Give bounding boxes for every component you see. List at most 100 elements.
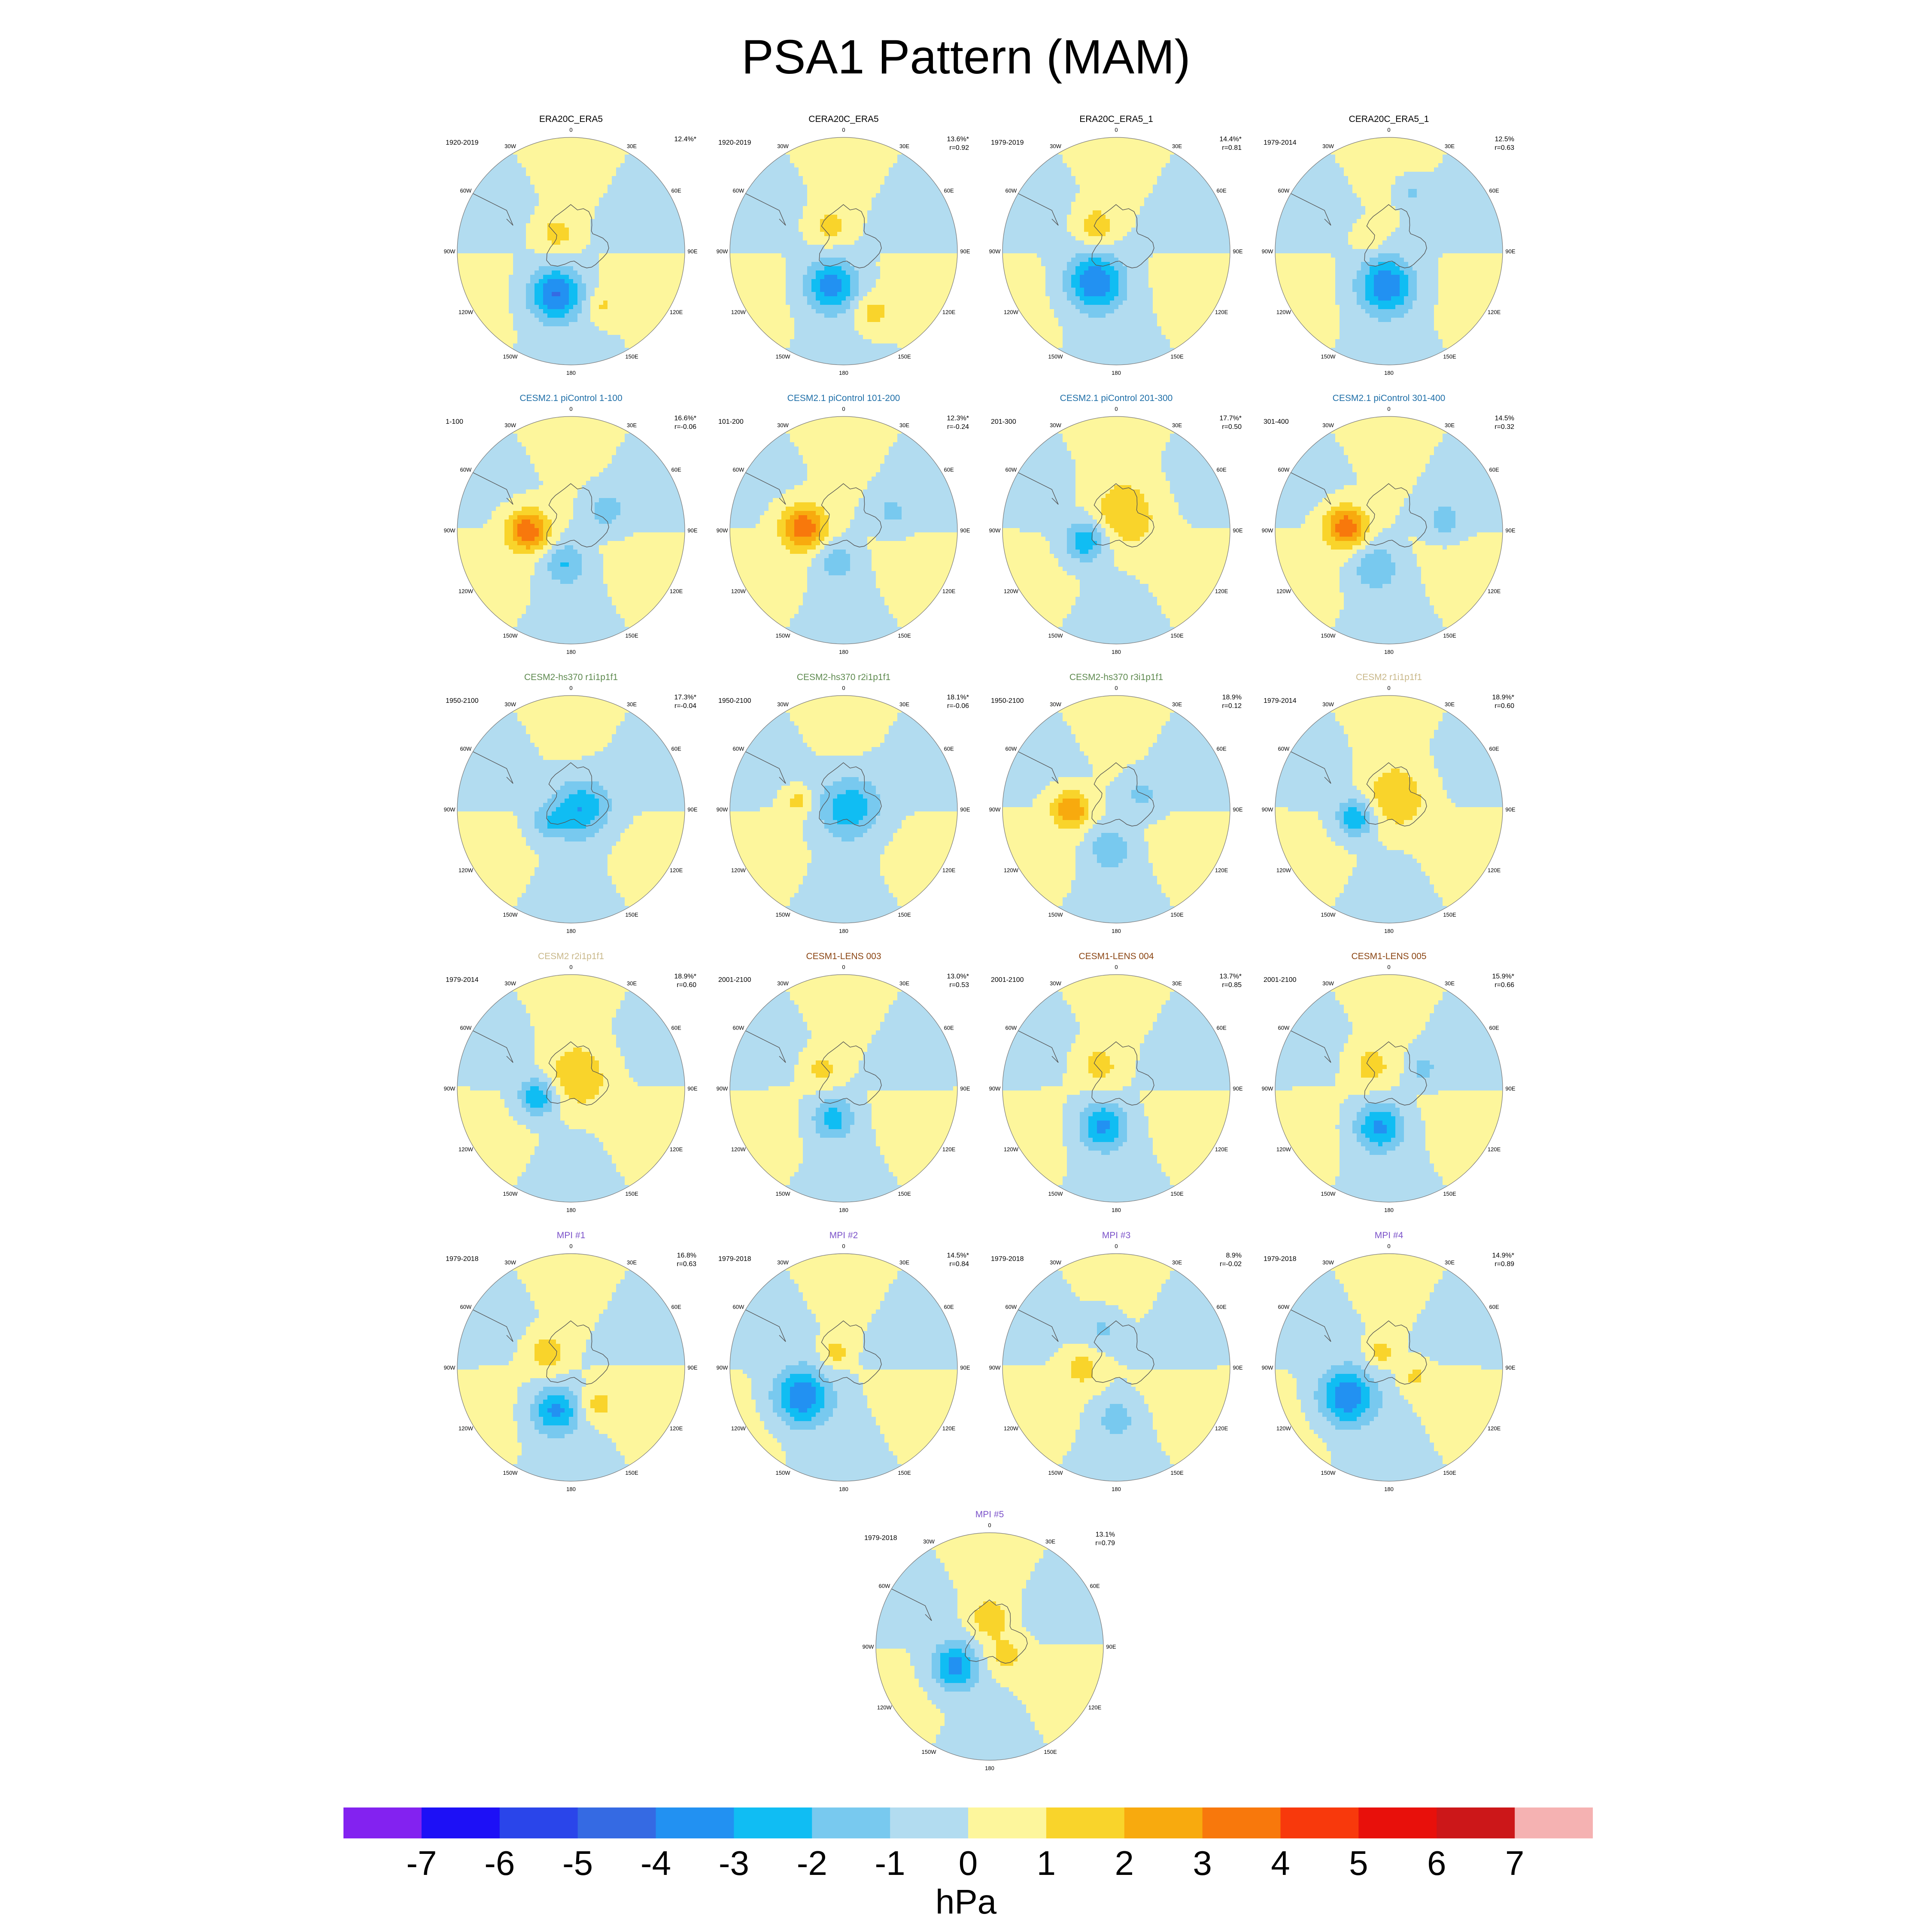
longitude-label: 120E [1215, 867, 1228, 874]
longitude-label: 60E [671, 746, 681, 752]
panel-title: ERA20C_ERA5 [438, 114, 704, 125]
longitude-label: 30W [504, 701, 516, 708]
map-panel: CESM2-hs370 r1i1p1f1 0 30E 60E 90E 120E 150E 18… [438, 672, 704, 947]
longitude-label: 60W [460, 1304, 472, 1310]
map-boundary [875, 1532, 1104, 1761]
panel-variance-explained: 12.5% [1495, 135, 1514, 144]
longitude-label: 30W [504, 422, 516, 428]
longitude-label: 90W [717, 248, 728, 255]
longitude-label: 60E [1217, 1304, 1227, 1310]
longitude-label: 0 [1115, 964, 1118, 970]
south-america-coastline [1277, 744, 1331, 784]
polar-map: 0 30E 60E 90E 120E 150E 180 150W 120W 90W 60W 30W [1262, 964, 1516, 1213]
panel-period: 1950-2100 [991, 697, 1024, 705]
longitude-label: 0 [1387, 406, 1390, 412]
longitude-label: 150W [776, 1191, 791, 1197]
longitude-label: 60E [944, 188, 954, 194]
polar-map: 0 30E 60E 90E 120E 150E 180 150W 120W 90W 60W 30W [989, 964, 1243, 1213]
longitude-label: 120E [942, 1146, 956, 1153]
panel-correlation: r=0.53 [949, 981, 969, 990]
polar-map: 0 30E 60E 90E 120E 150E 180 150W 120W 90W 60W 30W [717, 1243, 970, 1492]
longitude-label: 90W [1262, 1364, 1273, 1371]
longitude-label: 180 [1112, 928, 1121, 934]
map-panel: MPI #4 0 30E 60E 90E 120E 150E 180 150W 120W 90W 60… [1256, 1230, 1522, 1505]
longitude-label: 90E [1233, 1085, 1242, 1092]
map-panel: MPI #3 0 30E 60E 90E 120E 150E 180 150W 120W 90W 60… [983, 1230, 1249, 1505]
panel-period: 1979-2014 [446, 976, 479, 984]
longitude-label: 90E [1505, 527, 1515, 534]
panel-correlation: r=-0.06 [947, 702, 969, 711]
antarctica-coastline [1091, 1041, 1154, 1106]
polar-map: 0 30E 60E 90E 120E 150E 180 150W 120W 90W 60W 30W [717, 685, 970, 934]
colorbar-tick-label: -2 [797, 1842, 827, 1885]
colorbar-swatch [734, 1807, 812, 1838]
longitude-label: 120E [1488, 867, 1501, 874]
longitude-label: 30W [1050, 980, 1061, 987]
antarctica-coastline [1091, 1320, 1154, 1385]
longitude-label: 0 [1115, 406, 1118, 412]
longitude-label: 60E [1217, 188, 1227, 194]
panel-period: 1979-2018 [864, 1534, 897, 1543]
south-america-coastline [732, 1303, 786, 1342]
panel-title: CERA20C_ERA5_1 [1256, 114, 1522, 125]
map-boundary [1002, 416, 1230, 644]
longitude-label: 0 [1115, 1243, 1118, 1249]
longitude-label: 90E [1505, 248, 1515, 255]
colorbar-tick-label: 0 [959, 1842, 978, 1885]
antarctica-coastline [546, 483, 609, 547]
longitude-label: 150W [1321, 1191, 1336, 1197]
map-panel: CESM1-LENS 003 0 30E 60E 90E 120E 150E 180 150W 1… [711, 951, 977, 1226]
panel-variance-explained: 18.9%* [1492, 693, 1514, 702]
longitude-label: 30W [1050, 1259, 1061, 1266]
map-panel: CESM2 r1i1p1f1 0 30E 60E 90E 120E 150E 180 150W 1… [1256, 672, 1522, 947]
longitude-label: 30E [899, 1259, 909, 1266]
longitude-label: 120W [731, 867, 746, 874]
map-boundary [457, 695, 685, 923]
longitude-label: 0 [1387, 127, 1390, 133]
longitude-label: 30W [1322, 701, 1334, 708]
panel-correlation: r=0.32 [1495, 423, 1514, 431]
colorbar-tick-label: -3 [719, 1842, 749, 1885]
panel-correlation: r=0.12 [1222, 702, 1242, 711]
longitude-label: 180 [566, 370, 576, 376]
longitude-label: 30W [777, 143, 789, 149]
longitude-label: 90E [1505, 1085, 1515, 1092]
longitude-label: 150E [1443, 353, 1456, 360]
longitude-label: 150W [776, 911, 791, 918]
longitude-label: 180 [566, 1486, 576, 1492]
longitude-label: 60E [1489, 467, 1499, 473]
polar-map: 0 30E 60E 90E 120E 150E 180 150W 120W 90W 60W 30W [989, 1243, 1243, 1492]
antarctica-coastline [819, 483, 882, 547]
antarctica-coastline [1364, 1320, 1427, 1385]
longitude-label: 120W [731, 588, 746, 595]
longitude-label: 150W [776, 353, 791, 360]
figure-title: PSA1 Pattern (MAM) [0, 29, 1932, 85]
antarctica-coastline [546, 762, 609, 826]
map-boundary [1275, 695, 1503, 923]
panel-title: MPI #3 [983, 1230, 1249, 1241]
map-boundary [729, 137, 958, 365]
colorbar-swatch [577, 1807, 656, 1838]
longitude-label: 120E [670, 1425, 683, 1432]
longitude-label: 120E [670, 588, 683, 595]
longitude-label: 180 [839, 928, 848, 934]
longitude-label: 120W [1276, 1425, 1291, 1432]
map-panel: ERA20C_ERA5 0 30E 60E 90E 120E 150E 180 150W 120W… [438, 114, 704, 389]
longitude-label: 30E [627, 701, 637, 708]
south-america-coastline [732, 1024, 786, 1063]
longitude-label: 120E [1488, 588, 1501, 595]
longitude-label: 150W [503, 353, 518, 360]
longitude-label: 180 [1384, 928, 1394, 934]
longitude-label: 120E [942, 867, 956, 874]
longitude-label: 30W [1050, 422, 1061, 428]
panel-variance-explained: 18.1%* [947, 693, 969, 702]
map-boundary [1275, 1253, 1503, 1482]
map-panel: CESM1-LENS 004 0 30E 60E 90E 120E 150E 180 150W 1… [983, 951, 1249, 1226]
south-america-coastline [1004, 1303, 1059, 1342]
panel-title: MPI #2 [711, 1230, 977, 1241]
panel-period: 301-400 [1264, 418, 1289, 426]
longitude-label: 120W [731, 1425, 746, 1432]
map-panel: CESM2-hs370 r2i1p1f1 0 30E 60E 90E 120E 150E 18… [711, 672, 977, 947]
longitude-label: 150W [1048, 632, 1063, 639]
longitude-label: 120W [731, 1146, 746, 1153]
